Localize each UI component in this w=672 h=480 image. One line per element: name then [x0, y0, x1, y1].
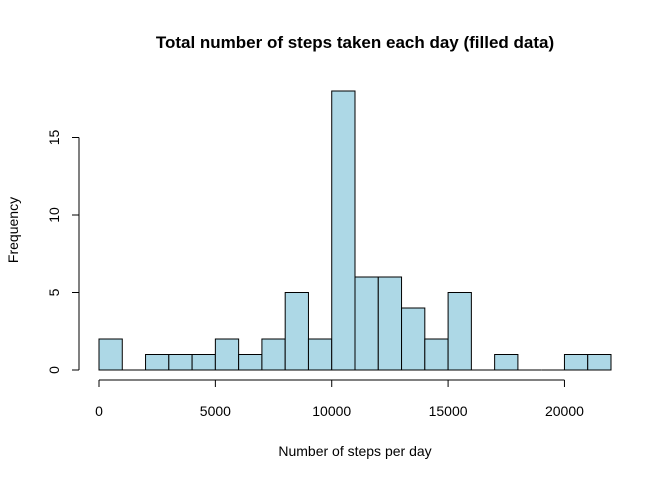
x-tick-label: 0: [95, 403, 103, 419]
histogram-bar: [191, 354, 216, 371]
y-axis-label: Frequency: [5, 197, 21, 263]
x-tick-label: 20000: [545, 403, 584, 419]
histogram-bar: [587, 354, 612, 371]
histogram-bar: [377, 276, 403, 371]
histogram-bar: [401, 307, 426, 371]
bars-group: [98, 90, 612, 371]
histogram-bar: [494, 354, 519, 371]
y-tick-label: 15: [46, 130, 62, 146]
histogram-bar: [214, 338, 240, 371]
x-axis-label: Number of steps per day: [278, 443, 431, 459]
histogram-bar: [284, 292, 309, 371]
y-tick-label: 10: [46, 207, 62, 223]
histogram-bar: [238, 354, 263, 371]
x-tick-label: 5000: [200, 403, 231, 419]
histogram-bar: [447, 292, 472, 371]
histogram-bar: [98, 338, 123, 371]
histogram-bar: [331, 90, 356, 371]
x-tick-label: 15000: [429, 403, 468, 419]
histogram-bar: [261, 338, 286, 371]
y-axis: 0 5 10 15: [46, 130, 80, 374]
histogram-bar: [563, 354, 589, 371]
x-axis: 0 5000 10000 15000 20000: [95, 379, 584, 419]
x-tick-label: 10000: [312, 403, 351, 419]
y-tick-label: 5: [46, 288, 62, 296]
histogram-bar: [307, 338, 333, 371]
histogram-bar: [145, 354, 170, 371]
y-tick-label: 0: [46, 366, 62, 374]
histogram-bar: [424, 338, 449, 371]
histogram-bar: [354, 276, 379, 371]
histogram-bar: [168, 354, 193, 371]
chart-title: Total number of steps taken each day (fi…: [156, 33, 554, 52]
